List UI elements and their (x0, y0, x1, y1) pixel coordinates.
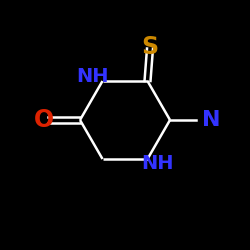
Text: O: O (34, 108, 54, 132)
Text: NH: NH (141, 154, 174, 174)
Text: N: N (202, 110, 221, 130)
Text: S: S (142, 35, 158, 59)
Text: NH: NH (76, 66, 109, 86)
